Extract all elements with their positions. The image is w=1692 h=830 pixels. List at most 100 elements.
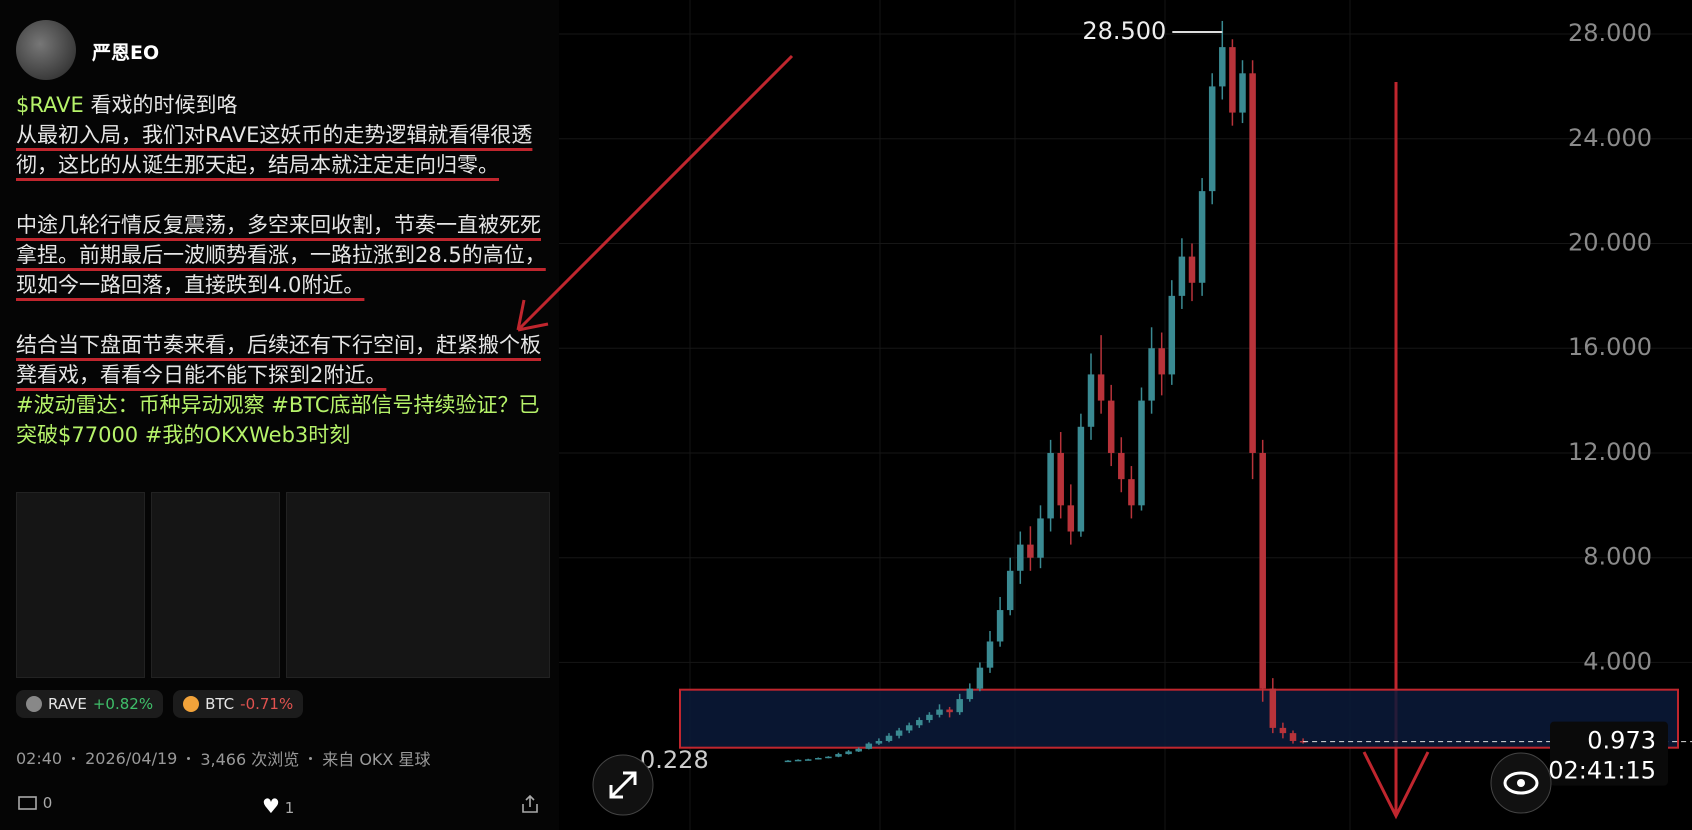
thumbnail[interactable] xyxy=(16,492,145,678)
candle-body xyxy=(1017,544,1024,571)
candle-body xyxy=(1148,348,1155,401)
share-button[interactable] xyxy=(520,794,540,818)
post: 严恩EO $RAVE 看戏的时候到咯 从最初入局，我们对RAVE这妖币的走势逻辑… xyxy=(0,0,559,830)
candle-body xyxy=(1077,426,1085,532)
time: 02:40 xyxy=(16,748,63,768)
eye-icon xyxy=(1503,771,1539,795)
candle-body xyxy=(1289,733,1297,741)
candle-body xyxy=(815,757,822,760)
meta: 02:40 2026/04/19 3,466 次浏览 来自 OKX 星球 xyxy=(16,746,430,770)
candle-body xyxy=(905,725,913,731)
candle-body xyxy=(996,610,1004,642)
hashtags[interactable]: #波动雷达：币种异动观察 #BTC底部信号持续验证？已突破$77000 #我的O… xyxy=(16,393,540,447)
candle-body xyxy=(1249,73,1256,453)
last-price-box xyxy=(1550,721,1668,786)
candle-body xyxy=(1188,256,1196,283)
candle-body xyxy=(784,760,792,763)
candle-body xyxy=(1178,256,1186,296)
candle-body xyxy=(825,756,832,759)
thumbnail[interactable] xyxy=(151,492,280,678)
candle-body xyxy=(1047,452,1054,519)
paragraph: 中途几轮行情反复震荡，多空来回收割，节奏一直被死死拿捏。前期最后一波顺势看涨，一… xyxy=(16,213,546,297)
candle-body xyxy=(1138,400,1145,506)
candle-body xyxy=(1037,518,1044,558)
thumbnails xyxy=(16,492,550,678)
comment-button[interactable]: 0 xyxy=(18,794,52,812)
candle-body xyxy=(1107,400,1115,453)
candle-body xyxy=(1229,47,1236,113)
candle-body xyxy=(986,641,994,668)
candle-body xyxy=(936,709,943,715)
paragraph: 从最初入局，我们对RAVE这妖币的走势逻辑就看得很透彻，这比的从诞生那天起，结局… xyxy=(16,123,533,177)
thumbnail[interactable] xyxy=(286,492,550,678)
candle-body xyxy=(1067,505,1075,532)
comment-count: 0 xyxy=(42,794,53,812)
y-tick-label: 28.000 xyxy=(1568,19,1652,47)
headline: 看戏的时候到咯 xyxy=(90,93,238,117)
token-name: BTC xyxy=(205,695,235,713)
candle-body xyxy=(875,740,883,744)
candle-body xyxy=(1006,570,1014,611)
candle-body xyxy=(1057,452,1064,506)
candle-body xyxy=(1097,374,1105,401)
ticker[interactable]: $RAVE xyxy=(16,93,84,117)
low-marker-label: 0.228 xyxy=(640,746,709,774)
views: 3,466 次浏览 xyxy=(200,750,300,769)
candle-body xyxy=(1198,191,1206,283)
candle-body xyxy=(1219,47,1226,87)
candle-body xyxy=(976,667,984,689)
like-button[interactable]: ♥ 1 xyxy=(262,794,295,818)
eye-pupil xyxy=(1517,779,1525,787)
candle-body xyxy=(1158,348,1165,375)
token-change: -0.71% xyxy=(240,695,294,713)
candle-body xyxy=(1128,479,1135,506)
candle-body xyxy=(1027,544,1034,558)
countdown: 02:41:15 xyxy=(1548,757,1656,785)
token-chip[interactable]: BTC -0.71% xyxy=(173,690,304,718)
y-tick-label: 20.000 xyxy=(1568,229,1652,257)
candle-body xyxy=(865,743,873,749)
paragraph: 结合当下盘面节奏来看，后续还有下行空间，赶紧搬个板凳看戏，看看今日能不能下探到2… xyxy=(16,333,541,387)
y-tick-label: 12.000 xyxy=(1568,438,1652,466)
candle-body xyxy=(804,759,812,761)
candle-body xyxy=(855,748,862,752)
candle-body xyxy=(1269,688,1277,728)
annotation-arrow xyxy=(516,54,794,332)
candle-body xyxy=(895,730,903,736)
candle-body xyxy=(956,699,963,713)
candle-body xyxy=(1168,295,1176,375)
tokens: RAVE +0.82% BTC -0.71% xyxy=(16,690,304,718)
candle-body xyxy=(946,709,953,713)
candle-body xyxy=(1259,452,1266,689)
like-count: 1 xyxy=(284,799,295,817)
token-change: +0.82% xyxy=(92,695,154,713)
candle-body xyxy=(1208,86,1216,192)
avatar[interactable] xyxy=(16,20,76,80)
candle-body xyxy=(835,754,842,757)
author[interactable]: 严恩EO xyxy=(92,42,160,64)
token-name: RAVE xyxy=(48,695,87,713)
y-tick-label: 8.000 xyxy=(1583,543,1652,571)
y-tick-label: 4.000 xyxy=(1583,647,1652,675)
candle-body xyxy=(1279,727,1287,734)
post-body: $RAVE 看戏的时候到咯 从最初入局，我们对RAVE这妖币的走势逻辑就看得很透… xyxy=(16,90,546,450)
high-marker-label: 28.500 xyxy=(1082,17,1166,45)
date: 2026/04/19 xyxy=(85,748,178,768)
candle-body xyxy=(885,735,893,741)
last-price-label: 0.973 xyxy=(1587,727,1656,755)
y-tick-label: 24.000 xyxy=(1568,124,1652,152)
source: 来自 OKX 星球 xyxy=(322,750,431,769)
token-chip[interactable]: RAVE +0.82% xyxy=(16,690,164,718)
candle-body xyxy=(966,688,974,700)
candle-body xyxy=(926,714,933,721)
candle-body xyxy=(916,720,923,726)
y-tick-label: 16.000 xyxy=(1568,333,1652,361)
expand-icon xyxy=(609,771,637,799)
candle-body xyxy=(794,759,802,762)
candle-body xyxy=(845,751,852,755)
highlight-box xyxy=(679,688,1679,749)
candle-body xyxy=(1239,73,1246,113)
candle-body xyxy=(1087,374,1095,427)
